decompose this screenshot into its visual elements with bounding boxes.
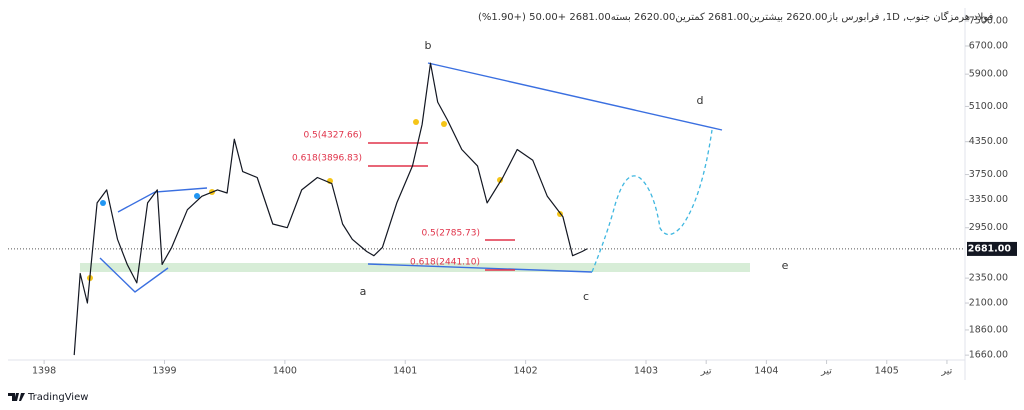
y-tick-label: 4350.00 [969,136,1008,147]
last-price-tag [967,241,1017,256]
wave-label: c [583,290,589,303]
trend-line [367,263,593,273]
wave-label: b [425,39,432,52]
fib-label: 0.618(2441.10) [410,258,480,268]
marker [441,121,447,127]
x-tick-label: 1405 [875,366,899,377]
trend-line [99,257,169,293]
marker [100,200,106,206]
wave-lines [99,62,723,293]
x-tick-label: تیر [941,366,953,377]
x-tick-label: 1404 [754,366,778,377]
price-line [73,62,588,356]
projection-path [591,129,713,273]
y-tick-label: 5100.00 [969,101,1008,112]
y-tick-label: 7500.00 [969,15,1008,26]
marker [413,119,419,125]
x-tick-label: 1398 [32,366,56,377]
fib-label: 0.618(3896.83) [292,154,362,164]
y-tick-label: 6700.00 [969,40,1008,51]
fib-label: 0.5(2785.73) [421,229,480,239]
support-zone [80,263,750,272]
wave-label: d [697,94,704,107]
brand: TradingView [8,392,88,403]
x-tick-label: 1403 [634,366,658,377]
trend-line [427,62,723,131]
symbol-header: فولاد هرمزگان جنوب, 1D, فرابورس باز2620.… [478,11,994,23]
brand-logo [8,393,25,401]
y-tick-label: 3750.00 [969,169,1008,180]
last-price-label: 2681.00 [968,243,1012,254]
y-tick-label: 2350.00 [969,273,1008,284]
y-tick-label: 2950.00 [969,222,1008,233]
fib-label: 0.5(4327.66) [303,131,362,141]
y-tick-label: 1660.00 [969,350,1008,361]
x-tick-label: 1401 [393,366,417,377]
wave-label: a [360,285,367,298]
y-tick-label: 1860.00 [969,324,1008,335]
x-tick-label: 1399 [152,366,176,377]
x-tick-label: تیر [700,366,712,377]
y-tick-label: 2100.00 [969,298,1008,309]
x-tick-label: تیر [820,366,832,377]
brand-name: TradingView [27,392,88,403]
y-tick-label: 5900.00 [969,69,1008,80]
y-tick-label: 3350.00 [969,194,1008,205]
x-tick-label: 1402 [514,366,538,377]
marker [194,193,200,199]
wave-label: e [782,259,789,272]
x-tick-label: 1400 [273,366,297,377]
